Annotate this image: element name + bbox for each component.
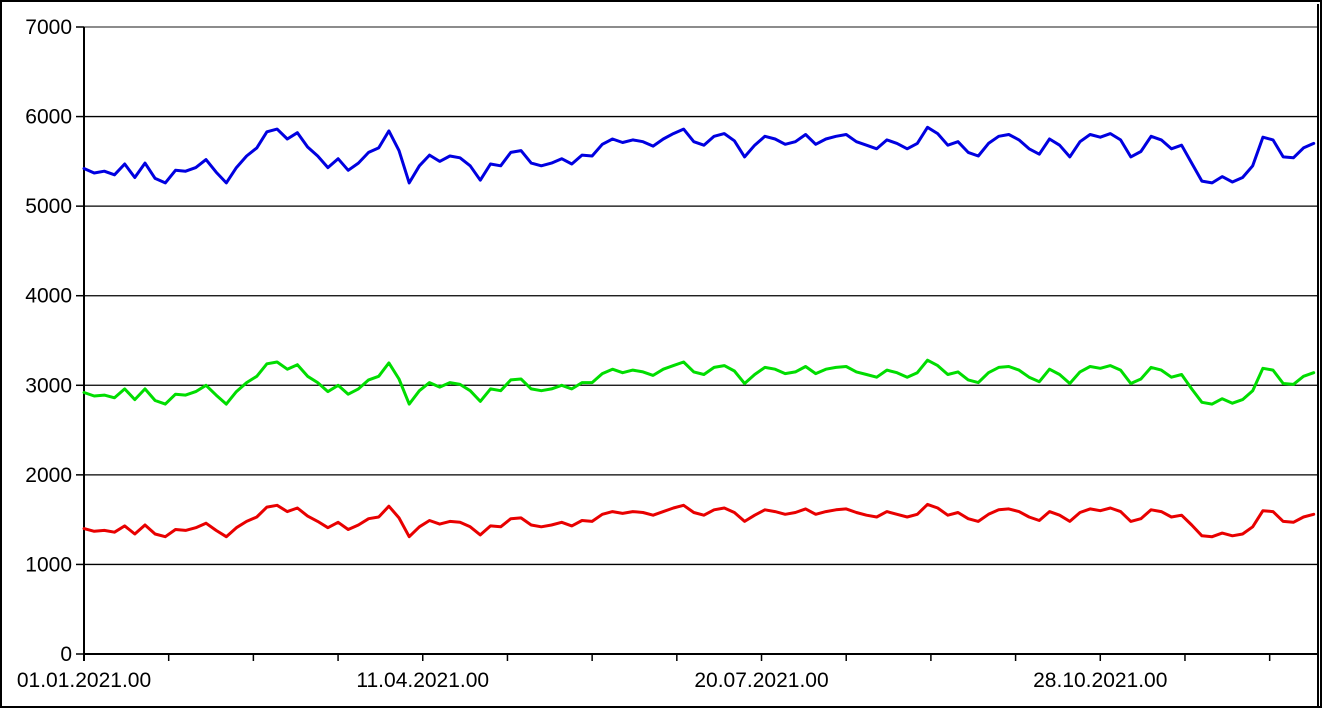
x-tick-label-0: 01.01.2021.00 <box>17 669 151 692</box>
y-tick-label-3000: 3000 <box>25 374 72 397</box>
y-tick-label-0: 0 <box>60 643 72 666</box>
x-tick-label-100: 11.04.2021.00 <box>356 669 489 692</box>
series-red-line <box>82 502 1316 539</box>
x-tick-label-200: 20.07.2021.00 <box>694 669 828 692</box>
y-tick-label-5000: 5000 <box>25 195 72 218</box>
y-tick-label-7000: 7000 <box>25 16 72 39</box>
y-tick-label-6000: 6000 <box>25 106 72 129</box>
x-tick-label-300: 28.10.2021.00 <box>1033 669 1167 692</box>
series-blue-line <box>82 125 1316 185</box>
y-tick-label-2000: 2000 <box>25 464 72 487</box>
y-tick-label-4000: 4000 <box>25 285 72 308</box>
y-tick-label-1000: 1000 <box>25 553 72 576</box>
series-green-line <box>82 358 1316 406</box>
